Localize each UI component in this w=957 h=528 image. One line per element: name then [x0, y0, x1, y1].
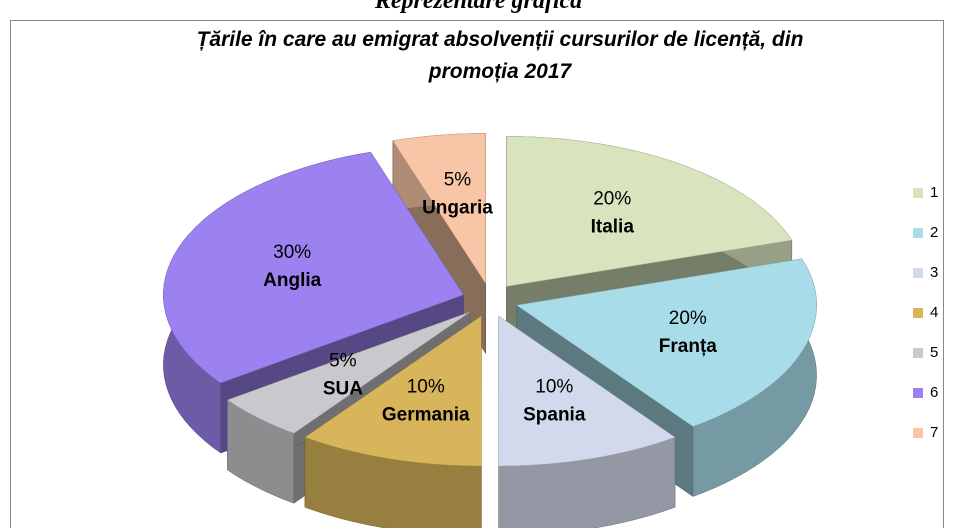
- legend-label: 1: [930, 184, 938, 201]
- legend-swatch: [913, 388, 923, 398]
- slice-label: Italia: [591, 217, 635, 238]
- legend-swatch: [913, 348, 923, 358]
- legend-swatch: [913, 268, 923, 278]
- legend-label: 7: [930, 424, 938, 441]
- slice-label: Spania: [523, 405, 586, 426]
- slice: [304, 315, 482, 528]
- legend-swatch: [913, 428, 923, 438]
- heading: Reprezentare grafică: [374, 0, 583, 14]
- slice-label: Germania: [382, 405, 470, 426]
- legend-label: 6: [930, 384, 938, 401]
- slice-top: [163, 151, 464, 384]
- legend-swatch: [913, 188, 923, 198]
- slice-top: [498, 315, 676, 467]
- value-label: 20%: [593, 189, 631, 210]
- value-label: 5%: [444, 170, 472, 191]
- chart-title: Țările în care au emigrat absolvenții cu…: [196, 28, 804, 83]
- slice-label: SUA: [323, 379, 363, 400]
- slice-label: Franța: [659, 336, 718, 357]
- value-label: 5%: [329, 351, 357, 372]
- legend-label: 4: [930, 304, 938, 321]
- slice-top: [515, 258, 817, 427]
- legend-label: 2: [930, 224, 938, 241]
- slice-top: [304, 315, 482, 467]
- value-label: 10%: [535, 377, 573, 398]
- slice: [498, 315, 676, 528]
- legend-label: 3: [930, 264, 938, 281]
- slice-top: [392, 133, 486, 285]
- slice-label: Anglia: [263, 270, 321, 291]
- legend-swatch: [913, 308, 923, 318]
- value-label: 20%: [669, 308, 707, 329]
- chart-frame: [10, 20, 944, 528]
- slice-top: [506, 136, 793, 287]
- legend-label: 5: [930, 344, 938, 361]
- slice-top: [226, 311, 471, 434]
- value-label: 10%: [407, 377, 445, 398]
- legend-swatch: [913, 228, 923, 238]
- value-label: 30%: [273, 242, 311, 263]
- slice-label: Ungaria: [422, 198, 493, 219]
